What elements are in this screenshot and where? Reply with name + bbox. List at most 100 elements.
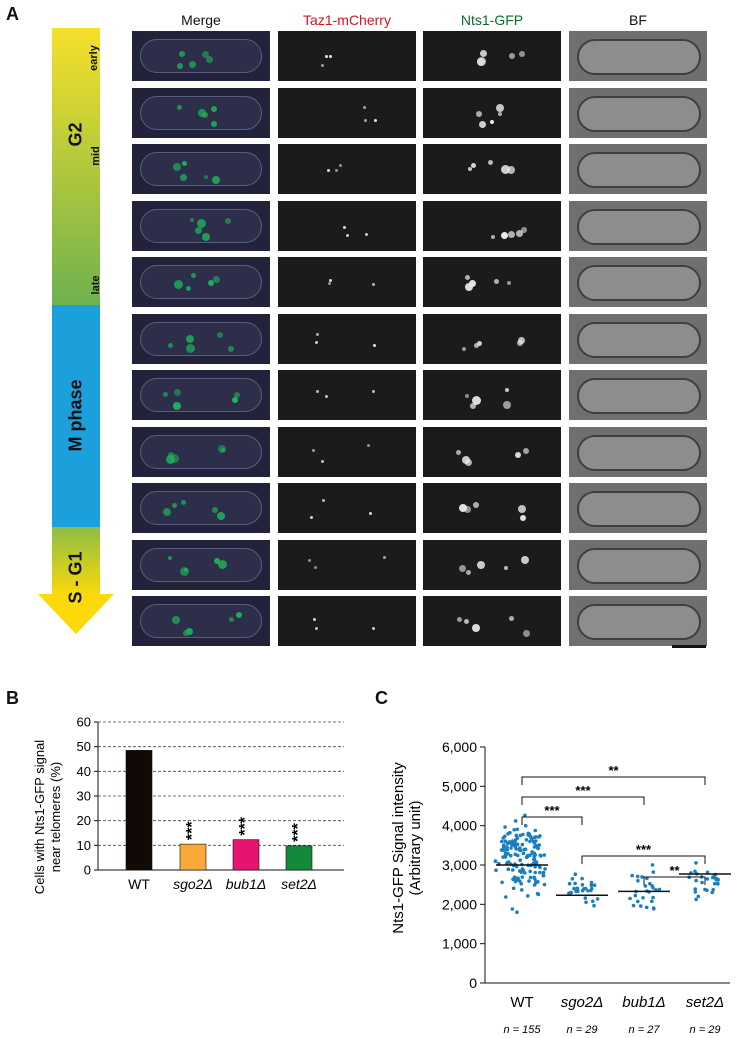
fluorescent-spot (174, 280, 183, 289)
b-tick-label: 40 (77, 764, 91, 779)
stage-mid: mid (90, 146, 102, 166)
fluorescent-spot (315, 341, 318, 344)
b-tick-label: 10 (77, 838, 91, 853)
c-point (569, 890, 573, 895)
fluorescent-spot (172, 616, 180, 624)
c-tick-label: 6,000 (442, 739, 477, 755)
fluorescent-spot (364, 119, 367, 122)
c-point (525, 854, 530, 859)
fluorescent-spot (316, 390, 319, 393)
cell-outline (140, 604, 262, 638)
fluorescent-spot (168, 452, 174, 458)
fluorescent-spot (173, 163, 181, 171)
c-point (511, 886, 516, 891)
fluorescent-spot (516, 230, 523, 237)
cell-outline (577, 378, 701, 414)
fluorescent-spot (189, 61, 196, 68)
cell-outline (140, 548, 262, 582)
fluorescent-spot (505, 388, 509, 392)
fluorescent-spot (462, 347, 466, 351)
micrograph-bf-row-2 (569, 88, 707, 138)
fluorescent-spot (509, 53, 515, 59)
c-point (516, 853, 520, 858)
c-xlabel-2: sgo2Δ (561, 994, 604, 1011)
fluorescent-spot (168, 343, 173, 348)
c-point (539, 854, 543, 858)
fluorescent-spot (465, 283, 473, 291)
micrograph-merge-row-2 (132, 88, 270, 138)
fluorescent-spot (456, 450, 461, 455)
fluorescent-spot (315, 627, 318, 630)
column-header-nts1: Nts1-GFP (460, 12, 524, 28)
c-n-label-2: n = 29 (567, 1024, 598, 1036)
c-point (512, 828, 516, 832)
c-point (584, 900, 588, 905)
fluorescent-spot (466, 570, 471, 575)
c-point (511, 868, 515, 872)
c-point (534, 880, 538, 884)
fluorescent-spot (480, 50, 487, 57)
c-point (640, 875, 644, 879)
fluorescent-spot (312, 449, 315, 452)
micrograph-taz1-row-5 (278, 257, 416, 307)
stage-s-g1: S - G1 (65, 551, 86, 604)
micrograph-nts1-row-8 (423, 427, 561, 477)
micrograph-bf-row-1 (569, 31, 707, 81)
c-point (652, 906, 656, 911)
c-point (583, 886, 588, 891)
c-point (521, 832, 525, 837)
c-point (716, 882, 720, 886)
fluorescent-spot (328, 282, 331, 285)
fluorescent-spot (202, 233, 210, 241)
c-point (503, 851, 508, 855)
c-bracket-1 (521, 816, 583, 825)
c-point (575, 888, 580, 892)
fluorescent-spot (518, 505, 526, 513)
c-point (694, 861, 698, 865)
c-point (641, 896, 645, 900)
cell-outline (140, 39, 262, 73)
fluorescent-spot (477, 58, 485, 66)
c-point (651, 895, 655, 900)
fluorescent-spot (190, 218, 194, 222)
c-point (532, 857, 537, 861)
c-point (510, 907, 515, 911)
cell-outline (140, 265, 262, 299)
fluorescent-spot (217, 512, 225, 520)
fluorescent-spot (473, 502, 479, 508)
c-point (501, 836, 505, 840)
b-xlabel-2: sgo2Δ (173, 876, 213, 892)
c-ylabel-2: (Arbitrary unit) (407, 800, 424, 895)
c-point (542, 882, 547, 887)
b-xlabel-3: bub1Δ (226, 876, 267, 892)
fluorescent-spot (218, 445, 226, 453)
b-significance-3: *** (237, 816, 254, 835)
fluorescent-spot (172, 503, 177, 508)
cell-outline (140, 152, 262, 186)
micrograph-nts1-row-10 (423, 540, 561, 590)
micrograph-merge-row-10 (132, 540, 270, 590)
cell-outline (577, 604, 701, 640)
c-point (520, 842, 525, 847)
scale-bar (672, 645, 706, 648)
micrograph-nts1-row-5 (423, 257, 561, 307)
fluorescent-spot (208, 280, 214, 286)
c-point (591, 899, 595, 904)
c-bracket-label-4: *** (636, 842, 652, 857)
c-point (631, 903, 636, 908)
cell-outline (577, 548, 701, 584)
b-tick-label: 0 (84, 863, 91, 878)
c-point (592, 903, 596, 908)
fluorescent-spot (313, 618, 316, 621)
c-point (710, 890, 714, 895)
c-point (630, 873, 634, 878)
fluorescent-spot (212, 507, 218, 513)
fluorescent-spot (464, 619, 469, 624)
fluorescent-spot (346, 234, 349, 237)
fluorescent-spot (468, 167, 472, 171)
c-point (521, 851, 526, 855)
fluorescent-spot (186, 335, 194, 343)
c-point (650, 899, 654, 904)
fluorescent-spot (339, 164, 342, 167)
c-point (533, 835, 538, 839)
